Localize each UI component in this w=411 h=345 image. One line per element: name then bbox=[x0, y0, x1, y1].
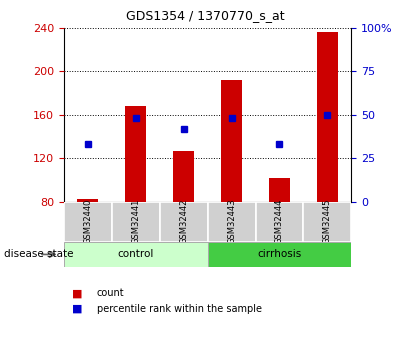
Bar bbox=[173, 151, 194, 202]
Text: disease state: disease state bbox=[4, 249, 74, 259]
Text: GSM32442: GSM32442 bbox=[179, 199, 188, 244]
Bar bbox=[208, 202, 256, 242]
Text: ■: ■ bbox=[72, 288, 83, 298]
Bar bbox=[64, 202, 112, 242]
Bar bbox=[125, 106, 146, 202]
Text: percentile rank within the sample: percentile rank within the sample bbox=[97, 304, 261, 314]
Bar bbox=[159, 202, 208, 242]
Text: cirrhosis: cirrhosis bbox=[257, 249, 302, 259]
Bar bbox=[112, 202, 159, 242]
Bar bbox=[64, 241, 208, 267]
Bar bbox=[208, 241, 351, 267]
Bar bbox=[221, 80, 242, 202]
Text: GSM32441: GSM32441 bbox=[131, 199, 140, 244]
Text: GSM32443: GSM32443 bbox=[227, 199, 236, 244]
Bar bbox=[316, 32, 338, 202]
Bar bbox=[303, 202, 351, 242]
Bar bbox=[269, 178, 290, 202]
Text: control: control bbox=[118, 249, 154, 259]
Text: GSM32444: GSM32444 bbox=[275, 199, 284, 244]
Text: GSM32445: GSM32445 bbox=[323, 199, 332, 244]
Text: ■: ■ bbox=[72, 304, 83, 314]
Bar bbox=[256, 202, 303, 242]
Text: GDS1354 / 1370770_s_at: GDS1354 / 1370770_s_at bbox=[126, 9, 285, 22]
Bar bbox=[77, 199, 99, 202]
Text: GSM32440: GSM32440 bbox=[83, 199, 92, 244]
Text: count: count bbox=[97, 288, 124, 298]
